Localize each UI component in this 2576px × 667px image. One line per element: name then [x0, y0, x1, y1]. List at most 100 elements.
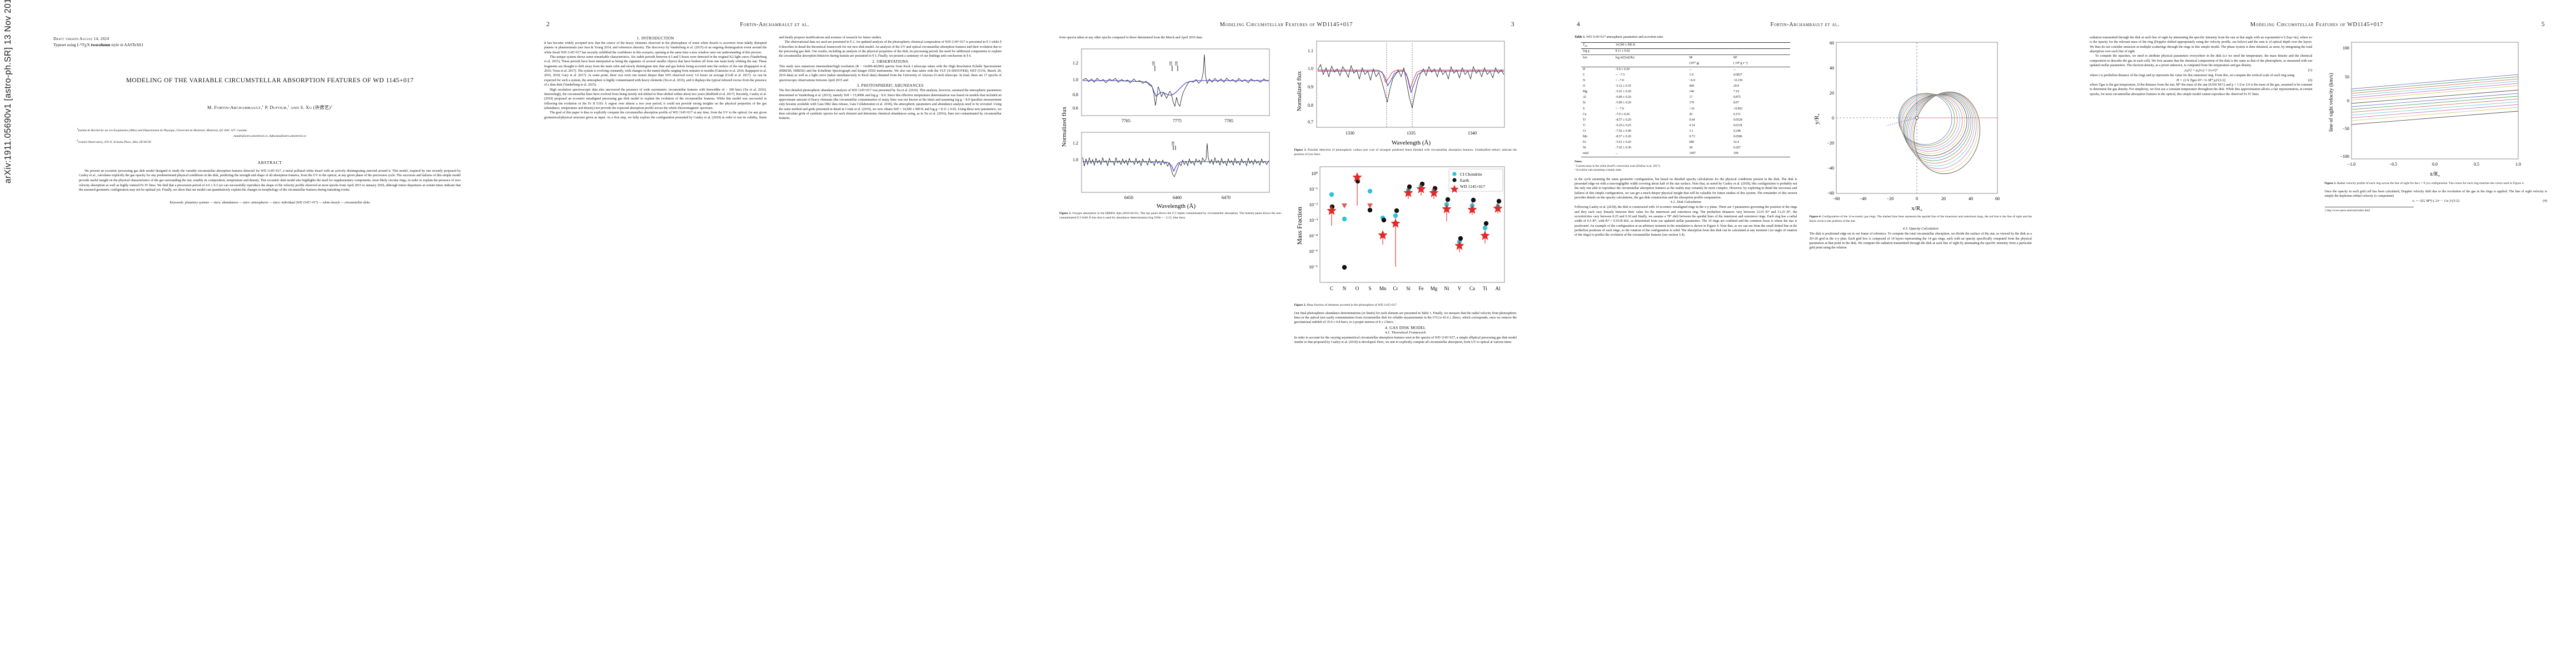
- para-abund-a: The first detailed photospheric abundanc…: [779, 89, 1002, 121]
- svg-text:OI: OI: [1169, 61, 1173, 66]
- running-head: Modeling Circumstellar Features of WD114…: [1219, 22, 1353, 28]
- figure-2-caption: Figure 2. Mass fraction of elements accr…: [1294, 303, 1517, 308]
- figure-2: Mass Fraction 10⁰ 10⁻¹ 10⁻² 10⁻³ 10⁻⁴ 10…: [1294, 160, 1517, 308]
- param-name-logg: log g: [1581, 48, 1614, 56]
- para-outline: The observational data we used are prese…: [779, 41, 1002, 58]
- table-row: O -5.12 ± 0.35 600 29.9: [1581, 84, 1790, 89]
- figure-3-plot: Normalized flux 1.1 1.0 0.9 0.8 0.7 1330…: [1296, 41, 1504, 146]
- table-row: Ni -7.02 ± 0.30 28 0.207: [1581, 146, 1790, 151]
- equation-4: vₓ = √(G M*) ( 2/r − 1/a )^(1/2) (4): [2325, 198, 2547, 203]
- arxiv-stamp: arXiv:1911.05690v1 [astro-ph.SR] 13 Nov …: [3, 0, 13, 183]
- page-1: arXiv:1911.05690v1 [astro-ph.SR] 13 Nov …: [0, 0, 515, 667]
- para-intro-d: The goal of this paper is thus to explic…: [544, 36, 882, 120]
- cell-col-1: -5.12 ± 0.35: [1615, 84, 1631, 88]
- page-2-columns: 1. INTRODUCTION It has become widely acc…: [544, 36, 1001, 657]
- cell-col-3: 52.4: [1733, 141, 1740, 145]
- figure-4: y/R* 60 40 20 0 −20 −40 −60 −60: [1810, 36, 2032, 223]
- svg-text:−50: −50: [2342, 126, 2349, 131]
- svg-text:Earth: Earth: [1460, 178, 1469, 183]
- col-header-mass: Mᵃ: [1689, 56, 1693, 59]
- figure-4-plot: y/R* 60 40 20 0 −20 −40 −60 −60: [1813, 41, 2000, 213]
- figure-1-caption: Figure 1. Oxygen absorption in the HIRES…: [1059, 212, 1282, 220]
- svg-text:−20: −20: [1827, 141, 1834, 146]
- sub-units-mass: (10²⁰ g): [1687, 61, 1732, 67]
- svg-text:6450: 6450: [1124, 195, 1133, 200]
- svg-text:1330: 1330: [1346, 131, 1354, 136]
- cell-ion: Mn: [1583, 135, 1588, 139]
- cell-col-1: -9.25:± 0.25: [1615, 123, 1631, 127]
- svg-text:Normalized flux: Normalized flux: [1061, 107, 1068, 147]
- param-value-teff: 14,500 ± 900 K: [1615, 43, 1636, 47]
- table-1-body: H -5.0 ± 0.20...... C ∼ −7.5 1.9 0.0837 N < −7.…: [1581, 66, 1791, 158]
- cell-col-1: -5.89 ± 0.20: [1615, 101, 1631, 105]
- table-row: N < −7.0 <6.9 <0.339: [1581, 78, 1790, 84]
- svg-text:O: O: [1355, 286, 1359, 291]
- page-number: 3: [1511, 21, 1514, 28]
- para-obs-a: This study uses numerous intermediate/hi…: [779, 64, 1002, 82]
- svg-text:−0.5: −0.5: [2389, 162, 2397, 167]
- table-row: C ∼ −7.5 1.9 0.0837: [1581, 73, 1790, 78]
- cell-col-3: 0.0118: [1733, 123, 1742, 127]
- figure-4-caption: Figure 4. Configuration of the 14 eccent…: [1810, 215, 2032, 223]
- cell-col-2: 1497: [1687, 151, 1732, 158]
- para-intro-b: This unique system shows some remarkable…: [544, 56, 767, 87]
- cell-col-3: 0.248: [1733, 130, 1741, 133]
- section-heading-intro: 1. INTRODUCTION: [636, 36, 674, 41]
- svg-text:Ni: Ni: [1444, 286, 1449, 291]
- svg-text:50: 50: [2345, 74, 2349, 79]
- figure-5-label: Figure 5.: [2324, 182, 2336, 185]
- para-gas-c: in the cycle assuming the same geometric…: [1575, 177, 1797, 200]
- cell-ion: Ca: [1583, 112, 1587, 116]
- svg-text:0: 0: [1832, 116, 1834, 121]
- table-row: log g 8.11 ± 0.02: [1581, 48, 1791, 56]
- svg-text:40: 40: [1969, 196, 1973, 201]
- typeset-line: Typeset using LATEX twocolumn style in A…: [53, 42, 144, 48]
- svg-text:−100: −100: [2340, 154, 2349, 159]
- svg-text:S: S: [1368, 286, 1371, 291]
- svg-text:OI: OI: [1171, 141, 1175, 146]
- svg-text:1.0: 1.0: [2515, 162, 2521, 167]
- notes-heading: Notes.: [1575, 160, 1582, 164]
- cell-col-2: 0.14: [1689, 123, 1695, 127]
- cell-col-3: 7.19: [1733, 90, 1740, 94]
- subsection-opacity: 4.3. Opacity Calculation: [1902, 227, 1939, 231]
- figure-5-plot: line of sight velocity (km/s) 100 50 0 −…: [2328, 42, 2521, 179]
- cell-col-2: 17: [1689, 96, 1693, 99]
- svg-text:10⁻⁴: 10⁻⁴: [1309, 233, 1318, 238]
- table-row: Al -6.89 ± 0.20 17 0.875: [1581, 95, 1790, 101]
- cell-ion: Mg: [1583, 90, 1588, 94]
- svg-text:1.2: 1.2: [1073, 141, 1078, 146]
- svg-text:Al: Al: [1495, 286, 1500, 291]
- running-head: Fortin-Archambault et al.: [740, 22, 809, 28]
- svg-text:6470: 6470: [1222, 195, 1230, 200]
- note-a: ᵃ Current mass in the white dwarf's conv…: [1575, 164, 1661, 168]
- cell-col-3: 100: [1731, 151, 1791, 158]
- figure-3-label: Figure 3.: [1294, 148, 1307, 152]
- cell-col-1: -6.89 ± 0.20: [1615, 96, 1631, 99]
- page-header-2: 2 Fortin-Archambault et al.: [546, 21, 999, 28]
- svg-text:0.7: 0.7: [1308, 120, 1313, 125]
- table-1-caption: Table 1. WD 1145+017 atmospheric paramet…: [1575, 36, 1797, 40]
- cell-col-1: ∼ −7.5: [1615, 73, 1625, 77]
- figure-5-caption: Figure 5. Radial velocity profile of eac…: [2325, 182, 2548, 186]
- para-p5-c: Once the opacity in each grid cell has b…: [2324, 190, 2548, 198]
- svg-text:60: 60: [1830, 41, 1834, 46]
- table-1-label: Table 1.: [1575, 36, 1586, 39]
- figure-3-caption: Figure 3. Possible detection of photosph…: [1294, 148, 1517, 157]
- svg-text:WD 1145+017: WD 1145+017: [1460, 184, 1485, 189]
- subsection-theoretical: 4.1. Theoretical Framework: [1385, 330, 1426, 335]
- table-row: Cr -7.92 ± 0.40 3.1 0.248: [1581, 129, 1790, 135]
- figure-2-plot: Mass Fraction 10⁰ 10⁻¹ 10⁻² 10⁻³ 10⁻⁴ 10…: [1296, 166, 1504, 291]
- figure-1-caption-text: Oxygen absorption in the HIRESr data (20…: [1059, 212, 1282, 220]
- svg-text:0: 0: [2347, 98, 2349, 103]
- figure-1: Normalized flux 1.2 1.0 0.8 0.6 7765 777…: [1059, 43, 1282, 220]
- sub-blank-2: [1613, 61, 1688, 67]
- cell-col-2: 20: [1689, 112, 1693, 116]
- draft-version: Draft version August 14, 2024: [53, 37, 109, 41]
- cell-col-2: <6.9: [1689, 79, 1695, 83]
- svg-text:C: C: [1329, 286, 1333, 291]
- svg-text:−1.0: −1.0: [2347, 162, 2355, 167]
- cell-col-1: -5.61 ± 0.20: [1615, 141, 1631, 145]
- equation-4-body: vₓ = √(G M*) ( 2/r − 1/a )^(1/2): [2412, 199, 2460, 203]
